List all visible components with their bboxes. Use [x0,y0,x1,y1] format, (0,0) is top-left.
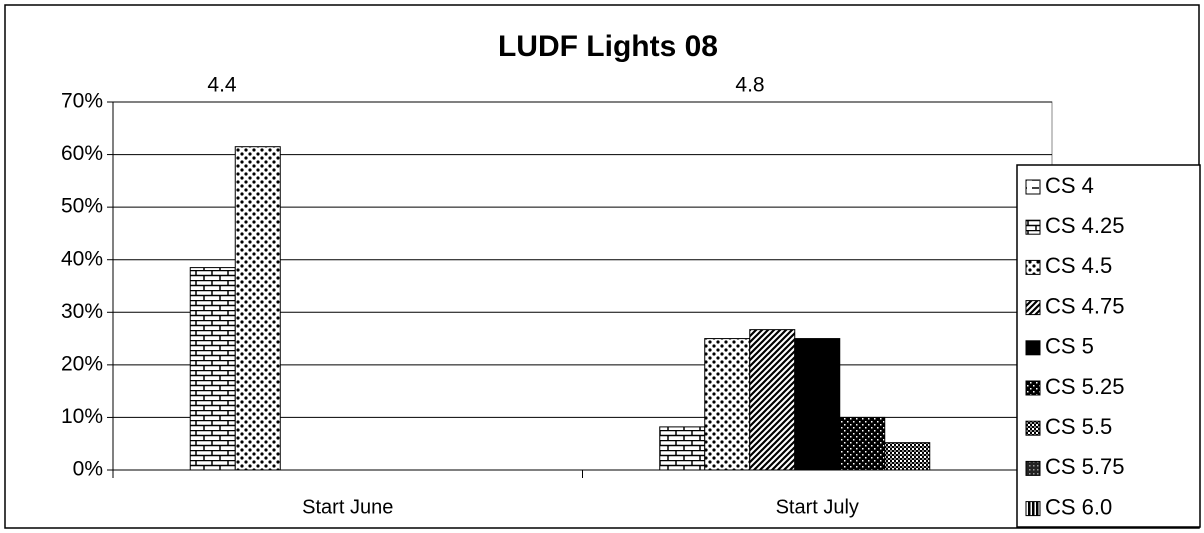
legend-label: CS 6.0 [1045,494,1112,519]
legend-swatch [1025,340,1041,356]
y-tick-label: 20% [61,352,103,375]
chart-title: LUDF Lights 08 [498,30,718,63]
legend-swatch [1025,380,1041,396]
bar [189,267,236,471]
legend [1016,164,1201,528]
y-tick-label: 60% [61,142,103,165]
bar [659,426,706,471]
y-tick-label: 70% [61,90,103,113]
legend-swatch [1025,179,1041,195]
legend-swatch [1025,501,1041,517]
legend-label: CS 5.25 [1045,374,1125,399]
bar [884,442,931,471]
bar [234,146,281,471]
annotation: 4.8 [735,74,764,97]
y-tick-label: 40% [61,247,103,270]
legend-label: CS 5 [1045,334,1094,359]
legend-label: CS 5.5 [1045,414,1112,439]
legend-label: CS 5.75 [1045,454,1125,479]
y-tick-label: 50% [61,195,103,218]
legend-label: CS 4.25 [1045,213,1125,238]
legend-swatch [1025,300,1041,316]
x-tick-label: Start July [776,496,859,518]
bar [839,416,886,471]
legend-swatch [1025,219,1041,235]
legend-swatch [1025,259,1041,275]
bar [794,338,841,471]
annotation: 4.4 [207,74,237,97]
legend-label: CS 4.75 [1045,293,1125,318]
legend-label: CS 4.5 [1045,253,1112,278]
bar [749,329,796,471]
legend-label: CS 4 [1045,173,1094,198]
y-tick-label: 10% [61,405,103,428]
legend-swatch [1025,460,1041,476]
y-tick-label: 0% [73,458,103,481]
bar [704,338,751,471]
y-tick-label: 30% [61,300,103,323]
x-tick-label: Start June [302,496,393,518]
legend-swatch [1025,420,1041,436]
